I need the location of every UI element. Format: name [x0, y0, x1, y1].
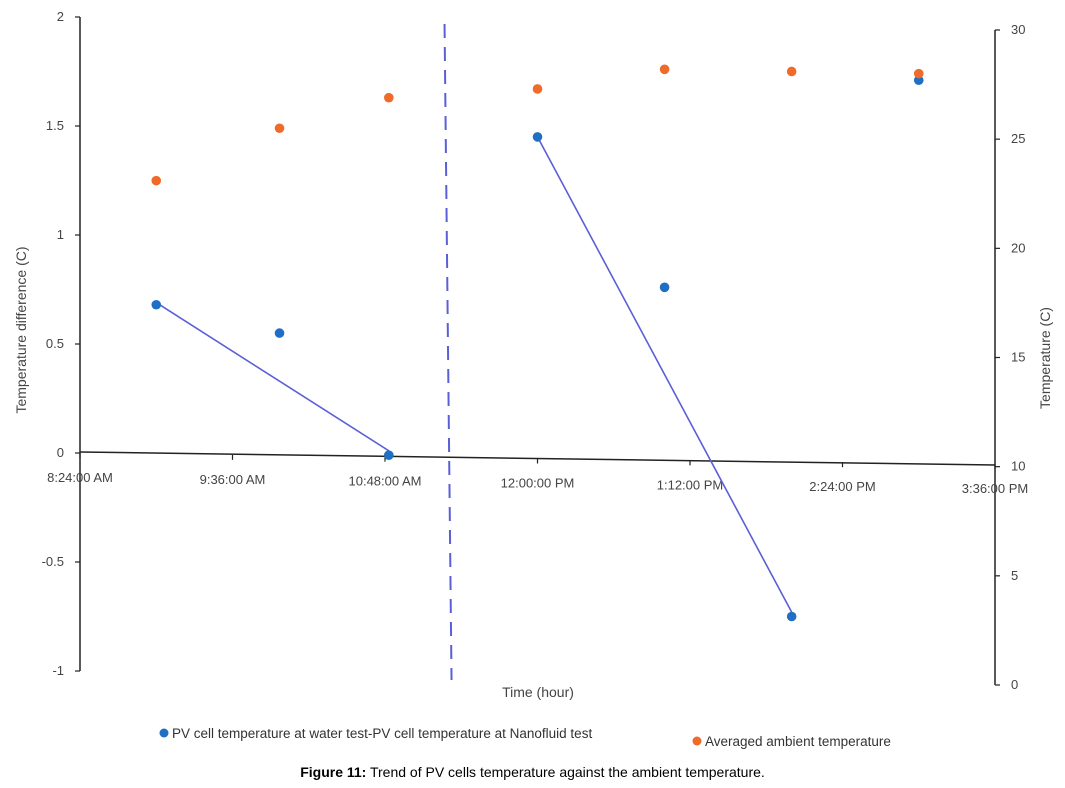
data-points	[151, 64, 924, 622]
left-tick-label: 1	[57, 227, 64, 242]
ambient-point	[786, 66, 797, 77]
x-axis-label: Time (hour)	[502, 684, 574, 700]
right-tick-label: 15	[1011, 350, 1025, 365]
difference-point	[532, 132, 543, 142]
x-tick-label: 8:24:00 AM	[47, 470, 113, 485]
chart: -1 -0.5 0 0.5 1 1.5 2 0 5 10 15 20 25 30 8:24:00 AM 9…	[13, 9, 1053, 749]
left-tick-label: -1	[52, 663, 64, 678]
x-tick-label: 3:36:00 PM	[962, 481, 1029, 496]
left-tick-label: 0.5	[46, 336, 64, 351]
difference-point	[274, 328, 285, 338]
legend-marker-ambient	[692, 736, 702, 746]
test-separator-line	[443, 23, 453, 681]
trend-lines	[155, 136, 793, 613]
right-tick-label: 30	[1011, 22, 1025, 37]
x-ticks: 8:24:00 AM 9:36:00 AM 10:48:00 AM 12:00:00 …	[47, 453, 1028, 496]
caption-label: Figure 11:	[300, 764, 367, 780]
x-tick-label: 9:36:00 AM	[200, 472, 266, 487]
ambient-point	[532, 84, 543, 94]
left-tick-label: 0	[57, 445, 64, 460]
right-tick-label: 20	[1011, 240, 1025, 255]
left-y-ticks: -1 -0.5 0 0.5 1 1.5 2	[42, 9, 80, 678]
right-y-ticks: 0 5 10 15 20 25 30	[995, 22, 1025, 692]
trend-line-1	[155, 301, 390, 452]
ambient-point	[659, 64, 670, 75]
difference-point	[786, 611, 797, 622]
right-tick-label: 25	[1011, 131, 1025, 146]
difference-point	[151, 299, 162, 310]
left-tick-label: -0.5	[42, 554, 64, 569]
caption-text: Trend of PV cells temperature against th…	[366, 764, 765, 780]
legend-label-ambient: Averaged ambient temperature	[705, 734, 891, 749]
trend-line-2	[536, 136, 793, 613]
legend-label-difference: PV cell temperature at water test-PV cel…	[172, 726, 592, 741]
left-tick-label: 1.5	[46, 118, 64, 133]
right-tick-label: 5	[1011, 568, 1018, 583]
difference-point	[659, 282, 670, 293]
legend: PV cell temperature at water test-PV cel…	[159, 726, 891, 749]
axes	[79, 17, 996, 685]
ambient-point	[151, 175, 162, 186]
right-tick-label: 0	[1011, 677, 1018, 692]
x-tick-label: 12:00:00 PM	[501, 476, 575, 491]
x-tick-label: 2:24:00 PM	[809, 479, 876, 494]
difference-point	[384, 450, 394, 460]
right-tick-label: 10	[1011, 459, 1025, 474]
figure-caption: Figure 11: Trend of PV cells temperature…	[0, 764, 1065, 780]
ambient-point	[274, 123, 285, 134]
y-axis-right-label: Temperature (C)	[1037, 307, 1053, 409]
ambient-point	[384, 92, 394, 103]
y-axis-left-label: Temperature difference (C)	[13, 246, 29, 413]
legend-marker-difference	[159, 728, 169, 738]
ambient-point	[913, 68, 924, 79]
x-tick-label: 10:48:00 AM	[349, 474, 422, 489]
left-tick-label: 2	[57, 9, 64, 24]
x-tick-label: 1:12:00 PM	[657, 477, 724, 492]
